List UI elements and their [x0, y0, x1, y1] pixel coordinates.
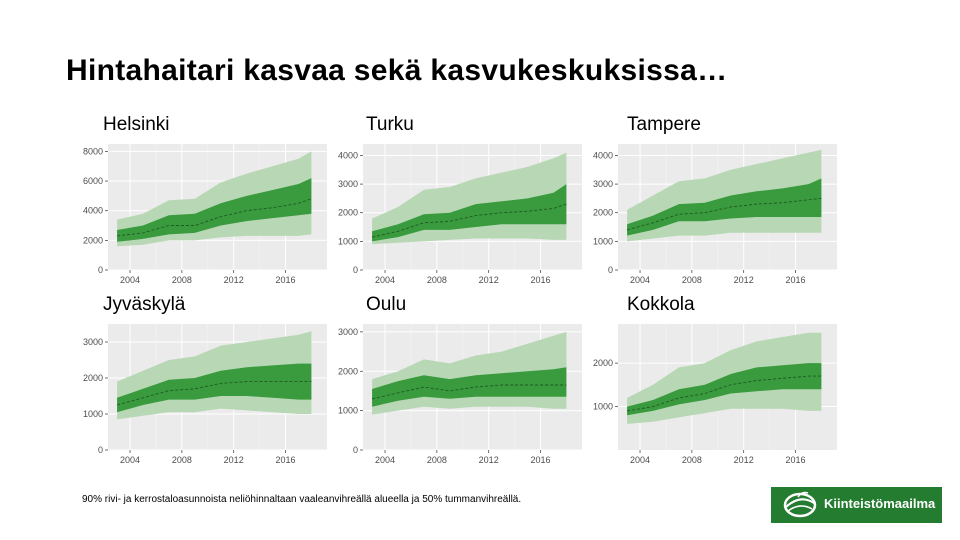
- logo-text: Kiinteistömaailma: [824, 496, 936, 511]
- x-tick-label: 2004: [375, 455, 395, 465]
- x-tick-label: 2004: [120, 455, 140, 465]
- chart-helsinki: 0 2000 4000 6000 8000 2004 2008 2012 2016: [83, 144, 327, 285]
- kiinteistomaailma-logo: Kiinteistömaailma: [771, 487, 942, 523]
- band-50-percent: [627, 178, 822, 236]
- y-tick-label: 4000: [593, 150, 613, 160]
- y-tick-label: 0: [608, 265, 613, 275]
- x-tick-label: 2004: [630, 275, 650, 285]
- y-tick-label: 8000: [83, 146, 103, 156]
- y-tick-label: 2000: [338, 366, 358, 376]
- y-tick-label: 1000: [593, 402, 613, 412]
- leaf-globe-icon: [783, 491, 817, 518]
- y-tick-label: 1000: [338, 406, 358, 416]
- band-50-percent: [372, 367, 567, 407]
- city-label-tampere: Tampere: [627, 114, 701, 135]
- x-tick-label: 2016: [531, 275, 551, 285]
- x-tick-label: 2008: [682, 455, 702, 465]
- x-tick-label: 2008: [427, 455, 447, 465]
- x-tick-label: 2004: [630, 455, 650, 465]
- x-tick-label: 2016: [276, 275, 296, 285]
- median-line: [372, 203, 567, 238]
- x-tick-label: 2004: [375, 275, 395, 285]
- city-label-helsinki: Helsinki: [103, 114, 170, 135]
- y-tick-label: 1000: [83, 409, 103, 419]
- y-tick-label: 4000: [338, 150, 358, 160]
- y-tick-label: 3000: [593, 179, 613, 189]
- y-tick-label: 2000: [593, 358, 613, 368]
- y-tick-label: 0: [98, 445, 103, 455]
- x-tick-label: 2008: [427, 275, 447, 285]
- city-label-jyvaskyla: Jyväskylä: [103, 294, 186, 315]
- y-tick-label: 3000: [338, 179, 358, 189]
- page-title: Hintahaitari kasvaa sekä kasvukeskuksiss…: [66, 54, 728, 87]
- y-tick-label: 0: [353, 445, 358, 455]
- x-tick-label: 2012: [479, 275, 499, 285]
- x-tick-label: 2016: [786, 455, 806, 465]
- x-tick-label: 2004: [120, 275, 140, 285]
- x-tick-label: 2012: [224, 455, 244, 465]
- x-tick-label: 2012: [734, 455, 754, 465]
- y-tick-label: 4000: [83, 206, 103, 216]
- x-tick-label: 2016: [786, 275, 806, 285]
- y-tick-label: 6000: [83, 176, 103, 186]
- y-tick-label: 2000: [83, 235, 103, 245]
- y-tick-label: 3000: [338, 327, 358, 337]
- median-line: [116, 381, 312, 406]
- chart-jyvaskyla: 0 1000 2000 3000 2004 2008 2012 2016: [83, 324, 327, 465]
- chart-oulu: 0 1000 2000 3000 2004 2008 2012 2016: [338, 324, 582, 465]
- median-line: [117, 198, 312, 237]
- band-50-percent: [117, 178, 312, 242]
- y-tick-label: 1000: [593, 236, 613, 246]
- x-tick-label: 2016: [276, 455, 296, 465]
- median-line: [627, 375, 822, 412]
- y-tick-label: 1000: [338, 236, 358, 246]
- y-tick-label: 0: [353, 265, 358, 275]
- band-50-percent: [627, 363, 822, 416]
- y-tick-label: 2000: [83, 373, 103, 383]
- x-tick-label: 2012: [224, 275, 244, 285]
- x-tick-label: 2012: [734, 275, 754, 285]
- median-line: [372, 384, 567, 400]
- median-line: [626, 197, 822, 231]
- footnote: 90% rivi- ja kerrostaloasunnoista neliöh…: [82, 494, 522, 505]
- y-tick-label: 2000: [593, 208, 613, 218]
- chart-tampere: 0 1000 2000 3000 4000 2004 2008 2012 2016: [593, 144, 837, 285]
- city-label-oulu: Oulu: [366, 294, 407, 315]
- city-label-turku: Turku: [366, 114, 414, 135]
- chart-kokkola: 1000 2000 2004 2008 2012 2016: [593, 324, 837, 465]
- x-tick-label: 2016: [531, 455, 551, 465]
- y-tick-label: 0: [98, 265, 103, 275]
- chart-turku: 0 1000 2000 3000 4000 2004 2008 2012 2016: [338, 144, 582, 285]
- city-label-kokkola: Kokkola: [627, 294, 695, 315]
- band-50-percent: [372, 184, 567, 242]
- x-tick-label: 2008: [172, 275, 192, 285]
- x-tick-label: 2012: [479, 455, 499, 465]
- x-tick-label: 2008: [682, 275, 702, 285]
- x-tick-label: 2008: [172, 455, 192, 465]
- y-tick-label: 2000: [338, 208, 358, 218]
- y-tick-label: 3000: [83, 337, 103, 347]
- band-50-percent: [117, 363, 312, 413]
